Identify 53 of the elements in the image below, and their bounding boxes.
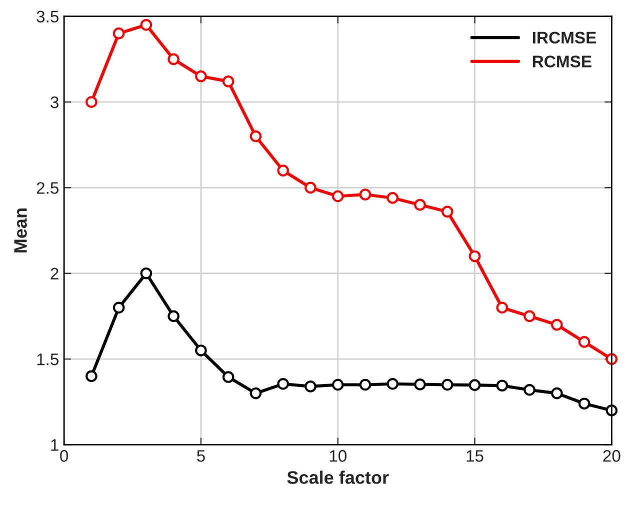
point [578, 398, 590, 410]
point [441, 206, 454, 218]
point [277, 164, 290, 176]
y-axis-title: Mean [14, 208, 27, 252]
point [359, 188, 372, 200]
point [195, 70, 207, 82]
point [250, 130, 262, 142]
point [524, 384, 536, 396]
point [496, 302, 508, 314]
point [551, 318, 563, 331]
x-axis-title: Scale factor [287, 470, 389, 484]
point [524, 310, 536, 322]
point [112, 302, 125, 314]
point [414, 198, 426, 211]
x-tick-label: 15 [466, 450, 484, 462]
x-tick-label: 5 [196, 450, 205, 462]
point [222, 371, 234, 383]
point [551, 387, 563, 400]
legend-label: RCMSE [532, 56, 592, 68]
point [386, 192, 399, 204]
point [332, 378, 344, 391]
point [195, 344, 207, 356]
point [332, 190, 344, 202]
point [468, 250, 481, 262]
y-tick-label: 3.5 [36, 10, 58, 23]
point [250, 387, 262, 400]
point [277, 378, 290, 390]
point [112, 28, 125, 40]
point [304, 380, 316, 392]
y-tick-label: 3 [50, 96, 58, 108]
point [222, 76, 234, 88]
y-tick-label: 2 [50, 268, 58, 280]
point [86, 370, 98, 382]
point [441, 378, 454, 391]
x-tick-label: 20 [603, 450, 620, 462]
y-tick-label: 1.5 [37, 354, 58, 366]
point [168, 53, 180, 66]
point [140, 18, 152, 31]
point [496, 380, 508, 392]
point [168, 310, 180, 322]
legend-label: IRCMSE [532, 32, 596, 44]
point [140, 267, 152, 280]
y-tick-label: 2.5 [36, 182, 58, 194]
point [468, 379, 481, 391]
point [414, 378, 426, 390]
y-tick-label: 1 [51, 439, 58, 451]
x-tick-label: 10 [330, 450, 346, 462]
point [86, 96, 98, 108]
point [386, 378, 399, 390]
point [578, 336, 590, 348]
x-tick-label: 0 [60, 450, 68, 462]
point [359, 378, 372, 391]
point [304, 182, 316, 194]
